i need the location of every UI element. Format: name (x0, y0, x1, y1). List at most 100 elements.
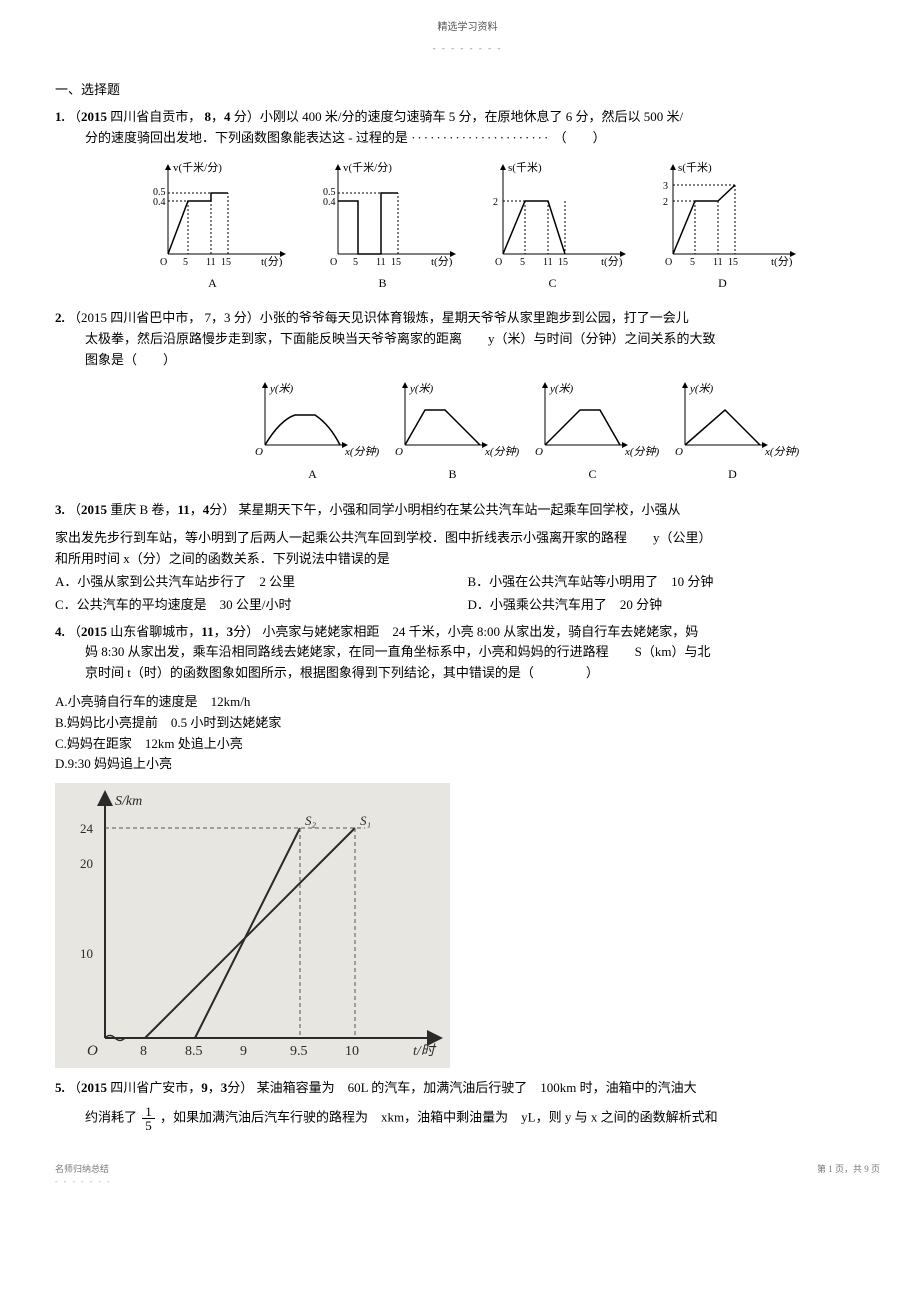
svg-text:O: O (495, 257, 502, 268)
q1-suffix: ） (247, 109, 260, 124)
q3-sep: ， (190, 502, 203, 517)
q5-text2b: ，如果加满汽油后汽车行驶的路程为 xkm，油箱中剩油量为 yL，则 y 与 x … (160, 1109, 718, 1124)
question-5: 5. （2015 四川省广安市，9，3分） 某油箱容量为 60L 的汽车，加满汽… (55, 1078, 880, 1132)
yt0: 3 (663, 181, 668, 192)
q1-num: 1. (55, 109, 65, 124)
q1-graph-c: s(千米) 2 O 5 11 15 t(分) C (473, 159, 633, 293)
yt1: 0.4 (323, 197, 336, 208)
q2-source: （2015 四川省巴中市， 7，3 分） (68, 310, 260, 325)
page-header: 精选学习资料 (55, 20, 880, 36)
q1-graph-b: v(千米/分) 0.5 0.4 O 5 11 15 t(分) B (303, 159, 463, 293)
q3-text3: 和所用时间 x（分）之间的函数关系．下列说法中错误的是 (55, 549, 880, 570)
q3-source: 重庆 B 卷， (110, 502, 177, 517)
q4-source: 山东省聊城市， (110, 624, 201, 639)
xlabel: t(分) (261, 255, 283, 268)
q3-opts-cd: C．公共汽车的平均速度是 30 公里/小时 D．小强乘公共汽车用了 20 分钟 (55, 595, 880, 616)
q1-letter-c: C (473, 274, 633, 293)
svg-text:y(米): y(米) (269, 382, 294, 395)
svg-text:O: O (160, 257, 167, 268)
xt1: 11 (543, 257, 553, 268)
xt0: 5 (353, 257, 358, 268)
svg-text:10: 10 (345, 1044, 359, 1059)
q1-score: 4 (224, 109, 231, 124)
q4-text3: 京时间 t（时）的函数图象如图所示，根据图象得到下列结论，其中错误的是（ ） (85, 665, 599, 680)
q2-graph-a: y(米) x(分钟) O A (245, 380, 380, 484)
svg-text:t/时: t/时 (413, 1043, 437, 1059)
q1-chart-d: s(千米) 3 2 O 5 11 15 t(分) (643, 159, 803, 274)
q3-optC: C．公共汽车的平均速度是 30 公里/小时 (55, 595, 468, 616)
q1-unit: 分 (234, 109, 247, 124)
svg-text:O: O (330, 257, 337, 268)
xt2: 15 (558, 257, 568, 268)
svg-text:x(分钟): x(分钟) (344, 445, 380, 458)
q2-letter-c: C (525, 465, 660, 484)
question-1: 1. （2015 四川省自贡市， 8，4 分）小刚以 400 米/分的速度匀速骑… (55, 107, 880, 149)
q5-fraction: 15 (142, 1105, 155, 1132)
q4-unit: 分） (233, 624, 259, 639)
q1-graphs: v(千米/分) 0.5 0.4 O 5 11 15 t(分) A v(千米/分)… (55, 159, 880, 293)
q1-chart-b: v(千米/分) 0.5 0.4 O 5 11 15 t(分) (303, 159, 463, 274)
svg-text:20: 20 (80, 856, 93, 871)
question-4: 4. （2015 山东省聊城市，11，3分） 小亮家与姥姥家相距 24 千米，小… (55, 622, 880, 684)
q4-qnum: 11 (201, 624, 213, 639)
xlabel: t(分) (601, 255, 623, 268)
q1-letter-b: B (303, 274, 463, 293)
svg-text:O: O (535, 446, 543, 458)
q5-text2a: 约消耗了 (85, 1109, 137, 1124)
q1-letter-d: D (643, 274, 803, 293)
svg-text:9: 9 (240, 1044, 247, 1059)
q3-year: 2015 (81, 502, 107, 517)
q4-optD: D.9:30 妈妈追上小亮 (55, 754, 880, 775)
q3-optB: B．小强在公共汽车站等小明用了 10 分钟 (468, 572, 881, 593)
ylabel: v(千米/分) (173, 161, 222, 174)
q2-graphs: y(米) x(分钟) O A y(米) x(分钟) O B y(米) x(分钟)… (165, 380, 880, 484)
q2-text1: 小张的爷爷每天见识体育锻炼，星期天爷爷从家里跑步到公园，打了一会儿 (260, 310, 689, 325)
section-title: 一、选择题 (55, 80, 880, 101)
xt0: 5 (183, 257, 188, 268)
q4-prefix: （ (68, 624, 81, 639)
xt0: 5 (690, 257, 695, 268)
q1-graph-a: v(千米/分) 0.5 0.4 O 5 11 15 t(分) A (133, 159, 293, 293)
yt0: 2 (493, 197, 498, 208)
q4-photo-chart: S/km t/时 O 24 20 10 8 8.5 9 9.5 10 S₁ S₂ (55, 783, 880, 1068)
q3-unit: 分） (209, 502, 235, 517)
svg-text:y(米): y(米) (549, 382, 574, 395)
svg-text:O: O (255, 446, 263, 458)
q2-text2: 太极拳，然后沿原路慢步走到家，下面能反映当天爷爷离家的距离 y（米）与时间（分钟… (85, 331, 716, 346)
q5-num: 5. (55, 1080, 65, 1095)
q5-unit: 分） (227, 1080, 253, 1095)
q4-year: 2015 (81, 624, 107, 639)
q5-year: 2015 (81, 1080, 107, 1095)
q3-qnum: 11 (177, 502, 189, 517)
q3-text1: 某星期天下午，小强和同学小明相约在某公共汽车站一起乘车回学校，小强从 (239, 502, 681, 517)
q1-text1: 小刚以 400 米/分的速度匀速骑车 5 分，在原地休息了 6 分，然后以 50… (260, 109, 683, 124)
svg-text:10: 10 (80, 946, 93, 961)
q2-text3: 图象是（ ） (85, 352, 176, 367)
q1-text2: 分的速度骑回出发地．下列函数图象能表达这 - 过程的是 (85, 130, 408, 145)
q4-text1: 小亮家与姥姥家相距 24 千米，小亮 8:00 从家出发，骑自行车去姥姥家，妈 (262, 624, 698, 639)
svg-text:O: O (395, 446, 403, 458)
xt1: 11 (206, 257, 216, 268)
q3-optD: D．小强乘公共汽车用了 20 分钟 (468, 595, 881, 616)
q3-text2: 家出发先步行到车站，等小明到了后两人一起乘公共汽车回到学校．图中折线表示小强离开… (55, 528, 880, 549)
q1-year: 2015 (81, 109, 107, 124)
svg-text:x(分钟): x(分钟) (624, 445, 660, 458)
svg-text:S/km: S/km (115, 794, 142, 809)
question-2: 2. （2015 四川省巴中市， 7，3 分）小张的爷爷每天见识体育锻炼，星期天… (55, 308, 880, 370)
footer-dots: - - - - - - - (55, 1176, 112, 1189)
q2-letter-b: B (385, 465, 520, 484)
header-dots: - - - - - - - - (55, 41, 880, 55)
svg-text:8.5: 8.5 (185, 1044, 203, 1059)
question-3: 3. （2015 重庆 B 卷，11，4分） 某星期天下午，小强和同学小明相约在… (55, 500, 880, 521)
svg-text:O: O (675, 446, 683, 458)
xt2: 15 (391, 257, 401, 268)
q1-dots: ······················ (411, 130, 550, 145)
q4-num: 4. (55, 624, 65, 639)
q1-paren: （ ） (554, 130, 606, 145)
xt0: 5 (520, 257, 525, 268)
q1-chart-c: s(千米) 2 O 5 11 15 t(分) (473, 159, 633, 274)
q3-num: 3. (55, 502, 65, 517)
ylabel: s(千米) (508, 161, 542, 174)
svg-text:S₁: S₁ (360, 813, 371, 828)
q1-graph-d: s(千米) 3 2 O 5 11 15 t(分) D (643, 159, 803, 293)
